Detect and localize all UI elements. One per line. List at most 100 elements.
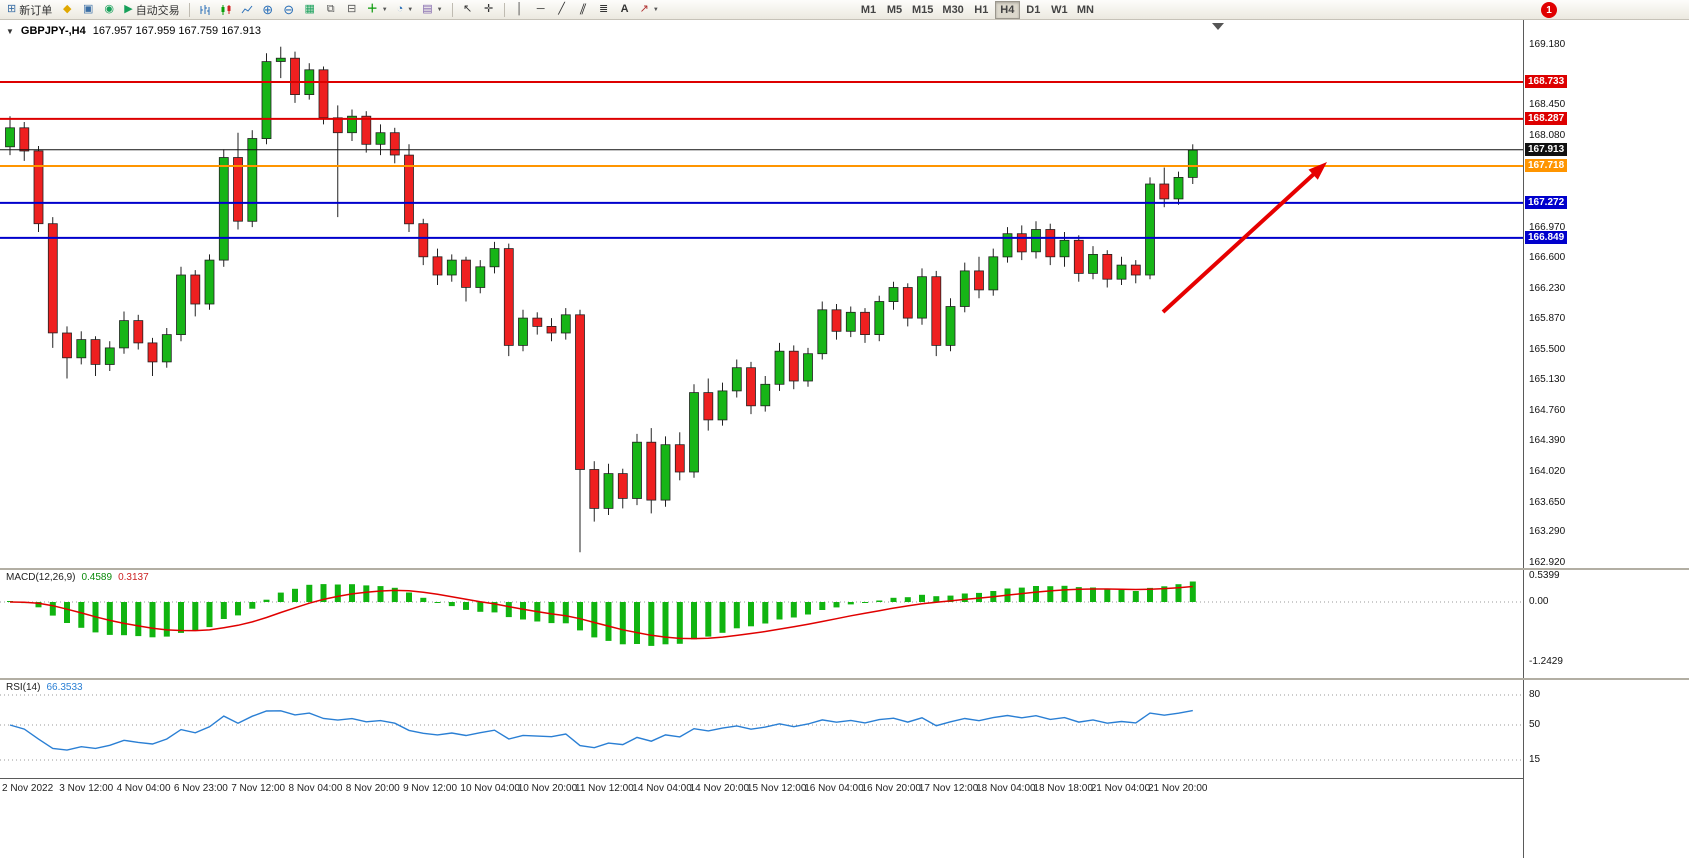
time-axis-label: 2 Nov 2022	[2, 783, 54, 794]
price-axis-label: 163.650	[1529, 496, 1566, 508]
time-axis-label: 10 Nov 04:00	[460, 783, 520, 794]
chevron-down-icon: ▼	[436, 6, 443, 13]
macd-panel[interactable]	[0, 570, 1523, 678]
template-button[interactable]: ▤ ▼	[418, 1, 446, 19]
time-axis-label: 11 Nov 12:00	[575, 783, 634, 794]
add-indicator-button[interactable]: ＋ ▼	[363, 1, 392, 19]
arrange-windows-button[interactable]: ⊟	[342, 1, 362, 19]
vertical-line-button[interactable]: │	[510, 1, 530, 19]
fibonacci-button[interactable]: ≣	[594, 1, 614, 19]
timeframe-button-mn[interactable]: MN	[1073, 1, 1098, 19]
price-axis-label: 168.450	[1529, 99, 1566, 111]
arrow-objects-button[interactable]: ↗ ▼	[636, 1, 663, 19]
timeframe-button-m30[interactable]: M30	[938, 1, 967, 19]
price-axis-label: 168.080	[1529, 130, 1566, 142]
timeframe-button-d1[interactable]: D1	[1021, 1, 1046, 19]
time-axis[interactable]: 2 Nov 2022 3 Nov 12:00 4 Nov 04:00 6 Nov 23…	[0, 778, 1523, 858]
chevron-down-icon: ▼	[652, 6, 659, 13]
timeframe-toolbar: M1 M5 M15 M30 H1 H4 D1 W1 MN	[856, 1, 1098, 19]
timeframe-button-m1[interactable]: M1	[856, 1, 881, 19]
time-axis-label: 6 Nov 23:00	[173, 783, 228, 794]
hline-price-tag: 167.718	[1525, 158, 1568, 172]
equidistant-channel-icon: ∥	[577, 3, 588, 15]
timeframe-button-m15[interactable]: M15	[908, 1, 937, 19]
autotrading-button[interactable]: ▶ 自动交易	[120, 1, 183, 19]
time-axis-label: 4 Nov 04:00	[116, 783, 171, 794]
terminal-button[interactable]: ▣	[78, 1, 98, 19]
timeframe-button-h4[interactable]: H4	[994, 1, 1020, 19]
line-chart-button[interactable]	[237, 1, 257, 19]
price-axis-label: 164.760	[1529, 404, 1566, 416]
new-order-button[interactable]: ⊞ 新订单	[3, 1, 56, 19]
time-axis-label: 8 Nov 20:00	[345, 783, 400, 794]
notification-badge[interactable]: 1	[1541, 2, 1557, 18]
price-axis-label: 163.290	[1529, 526, 1566, 538]
price-axis-label: 162.920	[1529, 557, 1566, 568]
timeframe-button-h1[interactable]: H1	[969, 1, 994, 19]
time-axis-label: 10 Nov 20:00	[517, 783, 578, 794]
time-axis-label: 14 Nov 04:00	[632, 783, 692, 794]
terminal-icon: ▣	[83, 3, 94, 15]
price-axis-label: 165.870	[1529, 312, 1566, 324]
market-watch-icon: ◉	[104, 3, 115, 15]
period-button[interactable]: ◔ ▼	[393, 1, 418, 19]
crosshair-button[interactable]: ✛	[479, 1, 499, 19]
autotrading-icon: ▶	[124, 3, 133, 15]
timeframe-button-w1[interactable]: W1	[1047, 1, 1072, 19]
time-axis-label: 7 Nov 12:00	[231, 783, 286, 794]
ohlc-values: 167.957 167.959 167.759 167.913	[92, 25, 261, 37]
cursor-button[interactable]: ↖	[458, 1, 478, 19]
zoom-out-button[interactable]: ⊖	[279, 1, 299, 19]
autotrading-label: 自动交易	[135, 4, 180, 17]
candlestick-chart-button[interactable]	[216, 1, 236, 19]
cascade-windows-icon: ⧉	[326, 3, 335, 15]
price-axis-label: 165.500	[1529, 343, 1566, 355]
macd-axis-label: -1.2429	[1529, 655, 1563, 667]
price-axis[interactable]: 169.180 168.450 168.080 166.970 166.600 166.2…	[1523, 20, 1689, 858]
text-label-button[interactable]: A	[615, 1, 635, 19]
current-price-tag: 167.913	[1525, 142, 1568, 156]
rsi-axis-label: 80	[1529, 689, 1541, 700]
rsi-label: RSI(14) 66.3533	[6, 682, 83, 693]
timeframe-button-m5[interactable]: M5	[882, 1, 907, 19]
add-indicator-icon: ＋	[366, 3, 378, 15]
rsi-panel[interactable]	[0, 680, 1523, 778]
macd-axis-label: 0.5399	[1529, 570, 1560, 582]
zoom-out-icon: ⊖	[283, 2, 295, 17]
chevron-down-icon: ▼	[407, 6, 414, 13]
horizontal-line-button[interactable]: ─	[531, 1, 551, 19]
tile-windows-button[interactable]: ▦	[300, 1, 320, 19]
text-label-icon: A	[620, 3, 629, 15]
time-axis-label: 21 Nov 20:00	[1148, 783, 1208, 794]
bar-chart-button[interactable]	[195, 1, 215, 19]
toolbar-separator	[451, 2, 453, 17]
horizontal-line-icon: ─	[536, 3, 545, 15]
metaeditor-button[interactable]: ◆	[57, 1, 77, 19]
panel-separator[interactable]	[0, 678, 1689, 680]
time-axis-label: 16 Nov 20:00	[861, 783, 922, 794]
tile-windows-icon: ▦	[304, 3, 315, 15]
market-watch-button[interactable]: ◉	[99, 1, 119, 19]
trendline-button[interactable]: ╱	[552, 1, 572, 19]
crosshair-icon: ✛	[484, 3, 494, 15]
channel-button[interactable]: ∥	[573, 1, 593, 19]
time-axis-label: 16 Nov 04:00	[804, 783, 864, 794]
time-axis-label: 15 Nov 12:00	[746, 783, 807, 794]
rsi-value: 66.3533	[46, 682, 83, 693]
collapse-arrow-icon[interactable]: ▼	[6, 26, 14, 36]
arrow-object-icon: ↗	[639, 3, 649, 15]
time-axis-label: 18 Nov 04:00	[976, 783, 1036, 794]
rsi-axis-label: 50	[1529, 719, 1541, 730]
toolbar-separator	[188, 2, 190, 17]
price-axis-label: 169.180	[1529, 39, 1566, 50]
time-axis-label: 17 Nov 12:00	[918, 783, 979, 794]
metaeditor-icon: ◆	[62, 3, 72, 15]
panel-separator[interactable]	[0, 568, 1689, 570]
price-axis-label: 166.970	[1529, 221, 1566, 233]
time-axis-label: 9 Nov 12:00	[403, 783, 458, 794]
zoom-in-button[interactable]: ⊕	[258, 1, 278, 19]
cascade-windows-button[interactable]: ⧉	[321, 1, 341, 19]
main-chart[interactable]	[0, 20, 1523, 568]
toolbar: ⊞ 新订单 ◆ ▣ ◉ ▶ 自动交易 ⊕ ⊖ ▦ ⧉ ⊟ ＋ ▼ ◔ ▼ ▤ ▼ ↖ …	[0, 0, 1689, 20]
symbol-label: GBPJPY-,H4	[20, 25, 86, 37]
